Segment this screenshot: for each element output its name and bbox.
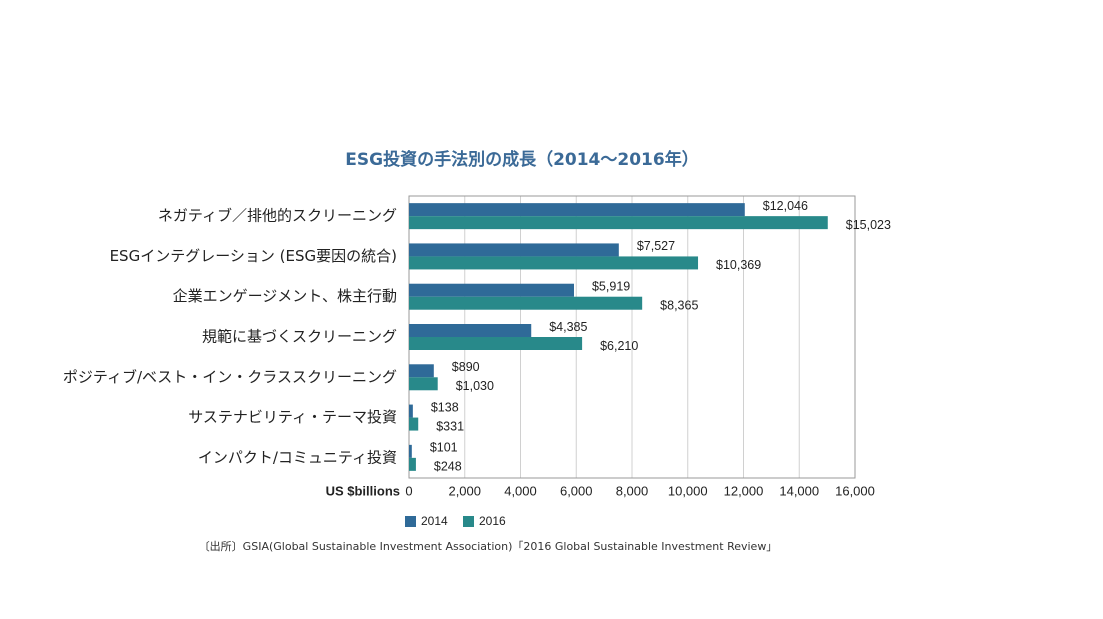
y-tick-label: サステナビリティ・テーマ投資 — [188, 408, 397, 426]
x-tick-label: 12,000 — [724, 483, 764, 498]
y-tick-label: インパクト/コミュニティ投資 — [198, 448, 397, 466]
legend-label: 2014 — [421, 514, 448, 528]
data-label: $7,527 — [637, 239, 675, 253]
data-label: $6,210 — [600, 339, 638, 353]
data-label: $4,385 — [549, 320, 587, 334]
x-tick-label: 14,000 — [779, 483, 819, 498]
source-note: 〔出所〕GSIA(Global Sustainable Investment A… — [199, 539, 778, 553]
bar — [409, 243, 619, 257]
legend-swatch — [463, 516, 474, 527]
chart-title: ESG投資の手法別の成長（2014～2016年） — [345, 149, 698, 170]
legend-label: 2016 — [479, 514, 506, 528]
bar — [409, 404, 413, 418]
bar — [409, 256, 699, 270]
data-label: $331 — [436, 419, 464, 433]
x-tick-label: 2,000 — [448, 483, 481, 498]
data-label: $138 — [431, 400, 459, 414]
y-tick-label: ポジティブ/ベスト・イン・クラススクリーニング — [63, 368, 397, 386]
data-label: $248 — [434, 460, 462, 474]
y-tick-label: 企業エンゲージメント、株主行動 — [173, 287, 397, 305]
bar — [409, 364, 434, 378]
data-label: $12,046 — [763, 199, 808, 213]
x-tick-label: 6,000 — [560, 483, 593, 498]
data-label: $15,023 — [846, 218, 891, 232]
x-tick-label: 4,000 — [504, 483, 537, 498]
bar — [409, 444, 412, 458]
x-tick-label: 8,000 — [616, 483, 649, 498]
bar — [409, 216, 828, 230]
bar — [409, 296, 643, 310]
bar — [409, 283, 574, 297]
x-tick-label: 10,000 — [668, 483, 708, 498]
data-label: $890 — [452, 360, 480, 374]
data-label: $1,030 — [456, 379, 494, 393]
data-label: $5,919 — [592, 280, 630, 294]
bar — [409, 337, 583, 350]
bar — [409, 417, 419, 431]
x-tick-label: 16,000 — [835, 483, 875, 498]
data-label: $101 — [430, 441, 458, 455]
bar — [409, 324, 532, 337]
x-axis-label: US $billions — [326, 483, 400, 498]
x-tick-label: 0 — [405, 483, 412, 498]
legend-swatch — [405, 516, 416, 527]
data-label: $10,369 — [716, 258, 761, 272]
data-label: $8,365 — [660, 299, 698, 313]
bar — [409, 377, 438, 391]
y-tick-label: 規範に基づくスクリーニング — [202, 328, 397, 346]
bar — [409, 203, 745, 217]
y-tick-label: ネガティブ／排他的スクリーニング — [158, 207, 397, 225]
bar — [409, 457, 416, 471]
y-tick-label: ESGインテグレーション (ESG要因の統合) — [110, 247, 397, 265]
